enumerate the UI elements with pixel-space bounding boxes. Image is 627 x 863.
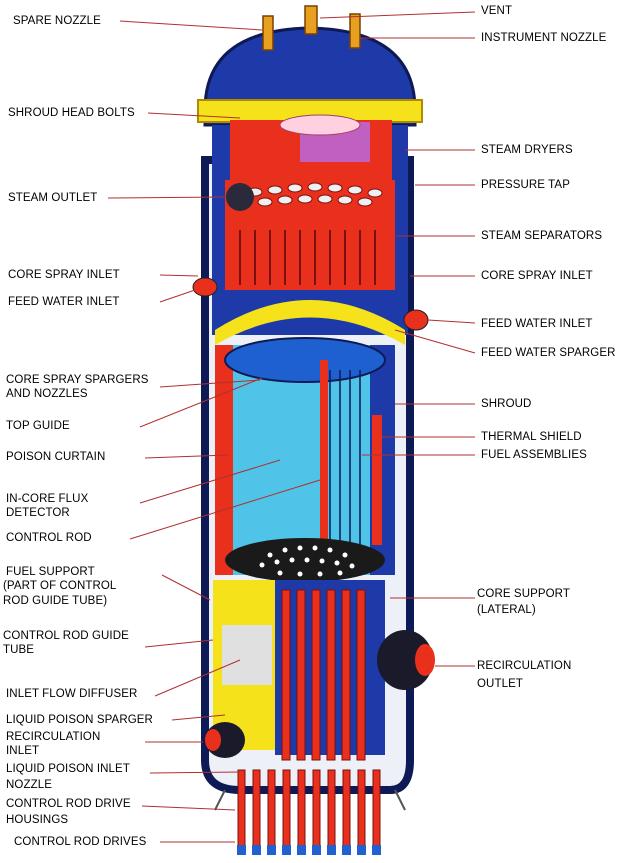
thermal-shield-red <box>372 415 382 545</box>
label-control-rod: CONTROL ROD <box>6 532 92 544</box>
separator-tubes <box>239 230 376 285</box>
core-red-left <box>215 345 233 575</box>
label-in-core-flux-2: DETECTOR <box>6 507 70 519</box>
label-shroud: SHROUD <box>481 398 532 410</box>
label-fuel-assemblies: FUEL ASSEMBLIES <box>481 449 587 461</box>
label-thermal-shield: THERMAL SHIELD <box>481 431 582 443</box>
steam-outlet-nozzle <box>226 183 254 211</box>
feedwater-inlet-left-nozzle <box>192 277 218 297</box>
label-feed-water-inlet-left: FEED WATER INLET <box>8 296 120 308</box>
label-vent: VENT <box>481 5 513 17</box>
top-guide-grid <box>224 337 386 383</box>
label-liquid-poison-sparger: LIQUID POISON SPARGER <box>6 714 153 726</box>
vessel-skirt <box>214 789 406 811</box>
label-spare-nozzle: SPARE NOZZLE <box>13 15 101 27</box>
label-steam-separators: STEAM SEPARATORS <box>481 230 603 242</box>
label-lp-inlet-nozzle-1: LIQUID POISON INLET <box>6 763 130 775</box>
label-recirc-inlet-1: RECIRCULATION <box>6 731 101 743</box>
feedwater-inlet-right-nozzle <box>403 309 429 331</box>
recirc-outlet-opening <box>415 644 435 676</box>
label-instrument-nozzle: INSTRUMENT NOZZLE <box>481 32 607 44</box>
label-crd-housings-2: HOUSINGS <box>6 814 69 826</box>
shroud-head-ring <box>215 300 405 345</box>
label-fuel-support-2: (PART OF CONTROL <box>3 580 117 592</box>
label-in-core-flux-1: IN-CORE FLUX <box>6 493 89 505</box>
label-recirc-inlet-2: INLET <box>6 745 40 757</box>
label-poison-curtain: POISON CURTAIN <box>6 451 106 463</box>
label-shroud-head-bolts: SHROUD HEAD BOLTS <box>8 107 135 119</box>
core-plate-holes <box>259 545 355 577</box>
label-crd-housings-1: CONTROL ROD DRIVE <box>6 798 131 810</box>
crd-tips <box>237 845 381 855</box>
instrument-nozzle-pipe <box>349 13 361 49</box>
control-rod-red <box>320 360 328 550</box>
label-pressure-tap: PRESSURE TAP <box>481 179 570 191</box>
label-core-spray-inlet-left: CORE SPRAY INLET <box>8 269 120 281</box>
label-crgt-1: CONTROL ROD GUIDE <box>3 630 129 642</box>
label-crd: CONTROL ROD DRIVES <box>14 836 147 848</box>
label-steam-dryers: STEAM DRYERS <box>481 144 573 156</box>
label-inlet-flow-diffuser: INLET FLOW DIFFUSER <box>6 688 138 700</box>
label-steam-outlet: STEAM OUTLET <box>8 192 98 204</box>
label-lp-inlet-nozzle-2: NOZZLE <box>6 779 52 791</box>
label-core-support-2: (LATERAL) <box>477 604 536 616</box>
label-top-guide: TOP GUIDE <box>6 420 70 432</box>
label-feed-water-sparger: FEED WATER SPARGER <box>481 347 616 359</box>
fuel-rods <box>329 370 361 560</box>
leader-lines <box>107 11 476 843</box>
label-recirc-outlet-1: RECIRCULATION <box>477 660 572 672</box>
label-crgt-2: TUBE <box>3 644 35 656</box>
label-core-spray-spargers-2: AND NOZZLES <box>6 388 88 400</box>
label-core-support-1: CORE SUPPORT <box>477 588 571 600</box>
recirc-inlet-opening <box>205 729 221 751</box>
label-fuel-support-3: ROD GUIDE TUBE) <box>3 595 108 607</box>
vent-pipe <box>304 5 318 35</box>
label-recirc-outlet-2: OUTLET <box>477 678 523 690</box>
label-core-spray-spargers-1: CORE SPRAY SPARGERS <box>6 374 149 386</box>
guide-tubes <box>281 589 366 761</box>
dryer-top <box>279 114 361 136</box>
label-core-spray-inlet-right: CORE SPRAY INLET <box>481 270 593 282</box>
recirc-outlet-nozzle <box>377 630 433 690</box>
label-feed-water-inlet-right: FEED WATER INLET <box>481 318 593 330</box>
label-fuel-support-1: FUEL SUPPORT <box>6 566 95 578</box>
spare-nozzle-pipe <box>262 15 274 51</box>
inlet-flow-diffuser-grid <box>222 625 272 685</box>
core-cyan <box>228 345 393 575</box>
